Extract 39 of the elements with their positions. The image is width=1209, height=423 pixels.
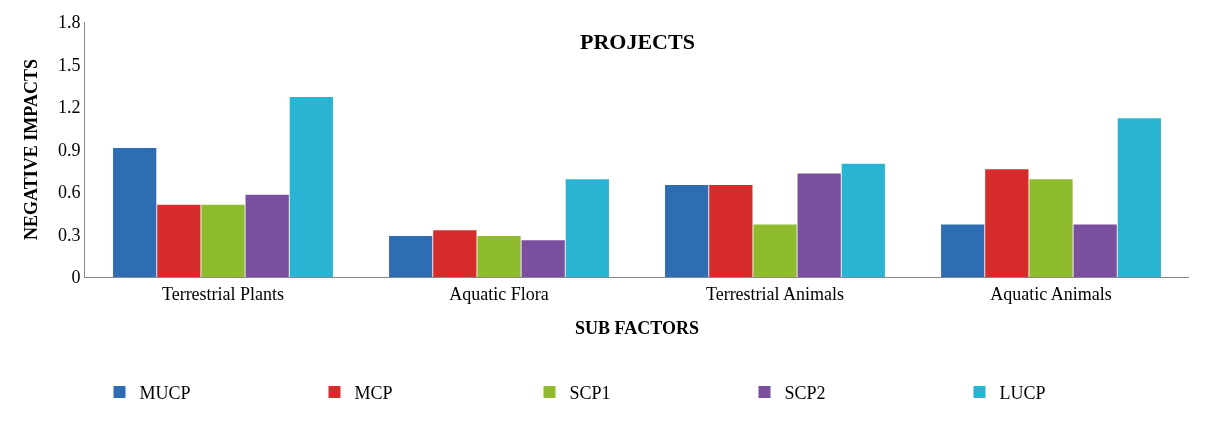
bar bbox=[433, 230, 477, 277]
bar bbox=[1029, 179, 1073, 277]
bar bbox=[245, 194, 289, 277]
bar bbox=[665, 184, 709, 277]
bar bbox=[753, 224, 797, 277]
bar bbox=[565, 179, 609, 277]
bar bbox=[797, 173, 841, 277]
x-axis-title: SUB FACTORS bbox=[575, 317, 699, 338]
x-tick-label: Aquatic Flora bbox=[449, 283, 549, 304]
x-tick-label: Terrestrial Animals bbox=[705, 283, 845, 304]
bar bbox=[201, 204, 245, 277]
bar bbox=[1073, 224, 1117, 277]
legend-label: SCP2 bbox=[784, 383, 826, 404]
legend-label: SCP1 bbox=[569, 383, 611, 404]
bar bbox=[157, 204, 201, 277]
x-tick-label: Terrestrial Plants bbox=[161, 283, 285, 304]
bar bbox=[985, 169, 1029, 277]
bar bbox=[389, 235, 433, 277]
legend-label: MUCP bbox=[139, 383, 191, 404]
legend-label: MCP bbox=[354, 383, 393, 404]
bar bbox=[289, 97, 333, 277]
legend-label: LUCP bbox=[999, 383, 1046, 404]
bar bbox=[941, 224, 985, 277]
y-tick-label: 1.2 bbox=[57, 97, 81, 118]
bar bbox=[477, 235, 521, 277]
y-tick-label: 0 bbox=[71, 267, 81, 288]
x-tick-label: Aquatic Animals bbox=[990, 283, 1112, 304]
chart-title: PROJECTS bbox=[580, 29, 695, 54]
y-axis-title: NEGATIVE IMPACTS bbox=[21, 59, 42, 240]
bar bbox=[521, 240, 565, 277]
y-tick-label: 0.9 bbox=[57, 139, 81, 160]
bar bbox=[1117, 118, 1161, 277]
bar bbox=[709, 184, 753, 277]
bar bbox=[841, 163, 885, 277]
y-tick-label: 0.3 bbox=[57, 224, 81, 245]
y-tick-label: 1.8 bbox=[57, 12, 81, 33]
y-tick-label: 0.6 bbox=[57, 182, 81, 203]
bar bbox=[113, 148, 157, 277]
y-tick-label: 1.5 bbox=[57, 54, 81, 75]
